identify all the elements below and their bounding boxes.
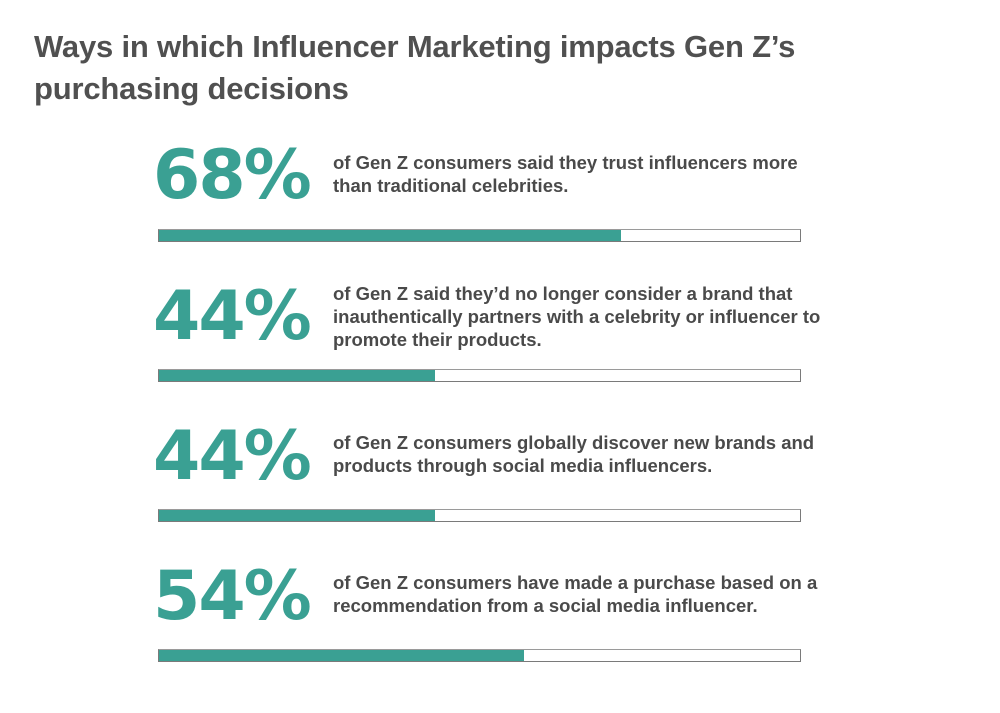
stat-description: of Gen Z consumers said they trust influ… xyxy=(333,152,798,196)
stat-value: 54% xyxy=(153,557,312,636)
progress-bar xyxy=(158,369,801,382)
page-title: Ways in which Influencer Marketing impac… xyxy=(34,29,796,106)
progress-bar xyxy=(158,229,801,242)
stat-description: of Gen Z consumers have made a purchase … xyxy=(333,572,818,616)
stat-value: 44% xyxy=(153,417,312,496)
progress-bar-fill xyxy=(159,650,525,661)
progress-bar-fill xyxy=(159,230,621,241)
progress-bar-fill xyxy=(159,370,435,381)
stat-description: of Gen Z said they’d no longer consider … xyxy=(333,283,821,350)
progress-bar xyxy=(158,649,801,662)
progress-bar-fill xyxy=(159,510,435,521)
stat-description: of Gen Z consumers globally discover new… xyxy=(333,432,815,476)
stat-value: 44% xyxy=(153,277,312,356)
stat-value: 68% xyxy=(153,136,312,215)
progress-bar xyxy=(158,509,801,522)
